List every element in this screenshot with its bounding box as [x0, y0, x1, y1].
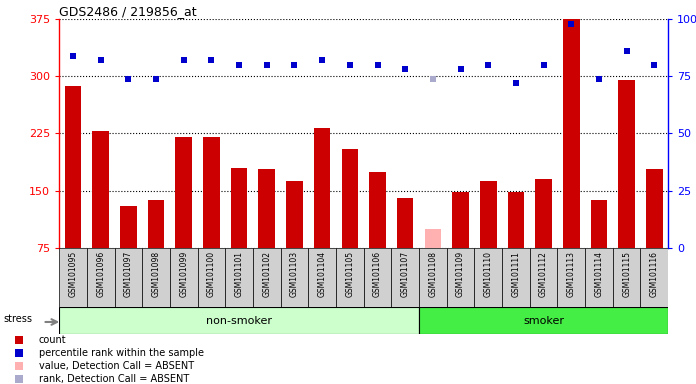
Text: non-smoker: non-smoker — [206, 316, 272, 326]
Text: GSM101109: GSM101109 — [456, 251, 465, 297]
Bar — [369, 172, 386, 248]
Text: smoker: smoker — [523, 316, 564, 326]
Bar — [419, 248, 447, 307]
Bar — [286, 181, 303, 248]
Text: GSM101108: GSM101108 — [428, 251, 437, 297]
Text: GSM101100: GSM101100 — [207, 251, 216, 297]
Bar — [419, 307, 668, 334]
Bar — [115, 248, 142, 307]
Bar — [342, 149, 358, 248]
Bar — [502, 248, 530, 307]
Bar — [452, 192, 469, 248]
Text: GSM101102: GSM101102 — [262, 251, 271, 297]
Text: GSM101110: GSM101110 — [484, 251, 493, 297]
Text: GSM101114: GSM101114 — [594, 251, 603, 297]
Bar — [253, 248, 280, 307]
Bar — [170, 248, 198, 307]
Text: GDS2486 / 219856_at: GDS2486 / 219856_at — [59, 5, 197, 18]
Bar — [59, 248, 87, 307]
Bar — [530, 248, 557, 307]
Bar — [591, 200, 607, 248]
Text: GSM101103: GSM101103 — [290, 251, 299, 297]
Bar — [120, 206, 136, 248]
Text: GSM101115: GSM101115 — [622, 251, 631, 297]
Text: GSM101101: GSM101101 — [235, 251, 244, 297]
Bar — [336, 248, 364, 307]
Bar — [646, 169, 663, 248]
Bar — [447, 248, 475, 307]
Bar — [175, 137, 192, 248]
Bar — [142, 248, 170, 307]
Bar — [397, 198, 413, 248]
Text: percentile rank within the sample: percentile rank within the sample — [39, 348, 204, 358]
Text: GSM101096: GSM101096 — [96, 251, 105, 297]
Bar — [87, 248, 115, 307]
Bar — [314, 128, 331, 248]
Text: GSM101106: GSM101106 — [373, 251, 382, 297]
Bar — [148, 200, 164, 248]
Bar — [231, 168, 247, 248]
Bar — [391, 248, 419, 307]
Text: stress: stress — [3, 314, 32, 324]
Text: GSM101107: GSM101107 — [401, 251, 410, 297]
Bar — [258, 169, 275, 248]
Text: GSM101111: GSM101111 — [512, 251, 521, 296]
Bar — [480, 180, 496, 248]
Text: count: count — [39, 335, 67, 345]
Bar — [475, 248, 502, 307]
Bar — [640, 248, 668, 307]
Text: value, Detection Call = ABSENT: value, Detection Call = ABSENT — [39, 361, 194, 371]
Bar — [364, 248, 391, 307]
Bar — [59, 307, 419, 334]
Bar — [198, 248, 226, 307]
Text: GSM101105: GSM101105 — [345, 251, 354, 297]
Bar — [507, 192, 524, 248]
Bar — [203, 137, 220, 248]
Text: GSM101112: GSM101112 — [539, 251, 548, 296]
Bar — [65, 86, 81, 248]
Bar — [93, 131, 109, 248]
Bar — [557, 248, 585, 307]
Text: GSM101097: GSM101097 — [124, 251, 133, 297]
Text: GSM101099: GSM101099 — [180, 251, 188, 297]
Text: GSM101113: GSM101113 — [567, 251, 576, 297]
Text: rank, Detection Call = ABSENT: rank, Detection Call = ABSENT — [39, 374, 189, 384]
Bar — [308, 248, 336, 307]
Bar — [585, 248, 612, 307]
Bar — [618, 80, 635, 248]
Bar — [563, 19, 580, 248]
Bar — [535, 179, 552, 248]
Text: GSM101104: GSM101104 — [317, 251, 326, 297]
Text: GSM101095: GSM101095 — [68, 251, 77, 297]
Bar — [612, 248, 640, 307]
Bar — [425, 228, 441, 248]
Bar — [226, 248, 253, 307]
Text: GSM101098: GSM101098 — [152, 251, 161, 297]
Text: GSM101116: GSM101116 — [650, 251, 659, 297]
Bar — [280, 248, 308, 307]
